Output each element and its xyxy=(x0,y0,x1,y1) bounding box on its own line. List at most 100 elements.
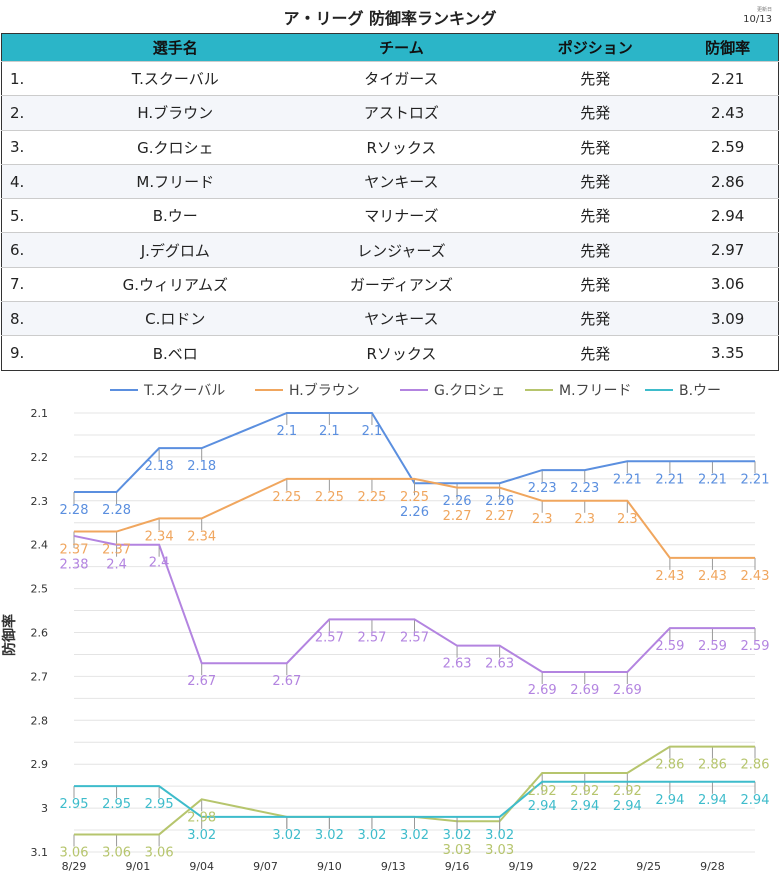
data-label: 2.27 xyxy=(443,509,472,524)
legend-label: T.スクーバル xyxy=(143,383,225,399)
cell-rank: 7. xyxy=(1,266,61,302)
data-label: 2.23 xyxy=(528,481,557,496)
data-label: 2.1 xyxy=(319,424,340,439)
cell-era: 2.21 xyxy=(677,60,779,96)
table-row: 7. G.ウィリアムズ ガーディアンズ 先発 3.06 xyxy=(1,266,779,302)
data-label: 3.02 xyxy=(272,828,301,843)
cell-player: C.ロドン xyxy=(61,301,290,336)
data-label: 2.26 xyxy=(400,505,429,520)
data-label: 2.1 xyxy=(276,424,297,439)
x-tick-label: 9/10 xyxy=(317,860,342,873)
ranking-table: 選手名 チーム ポジション 防御率 1. T.スクーバル タイガース 先発 2.21 2.… xyxy=(1,33,779,371)
x-tick-label: 9/28 xyxy=(700,860,725,873)
legend-label: G.クロシェ xyxy=(434,383,505,399)
data-label: 3.02 xyxy=(400,828,429,843)
legend-label: B.ウー xyxy=(679,383,721,399)
data-label: 3.02 xyxy=(357,828,386,843)
updated-date: 更新日 10/13 xyxy=(743,7,772,25)
header-position: ポジション xyxy=(513,33,678,62)
cell-rank: 4. xyxy=(1,163,61,199)
cell-era: 3.35 xyxy=(677,335,779,371)
cell-player: G.ウィリアムズ xyxy=(61,266,290,302)
header-player: 選手名 xyxy=(61,33,290,62)
data-label: 2.21 xyxy=(741,472,770,487)
y-tick-label: 2.6 xyxy=(31,627,49,640)
x-tick-label: 9/07 xyxy=(253,860,278,873)
data-label: 2.86 xyxy=(655,758,684,773)
y-tick-label: 2.9 xyxy=(31,758,49,771)
data-label: 2.1 xyxy=(362,424,383,439)
y-tick-label: 2.2 xyxy=(31,451,49,464)
data-label: 2.18 xyxy=(187,459,216,474)
x-tick-label: 9/22 xyxy=(572,860,597,873)
y-tick-label: 2.3 xyxy=(31,495,49,508)
data-label: 2.69 xyxy=(613,683,642,698)
cell-position: 先発 xyxy=(513,232,678,268)
data-label: 3.03 xyxy=(485,843,514,858)
data-label: 3.03 xyxy=(443,843,472,858)
x-tick-label: 8/29 xyxy=(62,860,87,873)
y-tick-label: 2.8 xyxy=(31,714,49,727)
data-label: 2.34 xyxy=(145,529,174,544)
cell-rank: 2. xyxy=(1,95,61,131)
y-tick-label: 2.7 xyxy=(31,670,49,683)
cell-player: H.ブラウン xyxy=(61,95,290,131)
cell-player: T.スクーバル xyxy=(61,60,290,96)
data-label: 3.02 xyxy=(443,828,472,843)
data-label: 2.18 xyxy=(145,459,174,474)
data-label: 2.21 xyxy=(655,472,684,487)
table-row: 1. T.スクーバル タイガース 先発 2.21 xyxy=(1,60,779,96)
cell-era: 3.06 xyxy=(677,266,779,302)
cell-player: B.ウー xyxy=(61,198,290,233)
data-label: 2.94 xyxy=(613,799,642,814)
data-label: 2.94 xyxy=(528,799,557,814)
data-label: 2.98 xyxy=(187,810,216,825)
data-label: 2.3 xyxy=(617,512,638,527)
era-line-chart: 2.1 2.2 2.3 2.4 2.5 2.6 2.7 2.8 2.9 3 3.1 8/29 9/01 9… xyxy=(1,382,770,873)
data-label: 2.3 xyxy=(532,512,553,527)
y-tick-label: 3 xyxy=(41,802,48,815)
cell-position: 先発 xyxy=(513,163,678,199)
data-label: 2.86 xyxy=(741,758,770,773)
cell-team: ガーディアンズ xyxy=(289,266,514,302)
table-header: 選手名 チーム ポジション 防御率 xyxy=(1,33,779,62)
series-line xyxy=(74,477,755,559)
data-label: 2.92 xyxy=(613,784,642,799)
cell-team: Rソックス xyxy=(289,129,514,165)
data-label: 2.92 xyxy=(570,784,599,799)
cell-era: 2.43 xyxy=(677,95,779,131)
data-label: 3.06 xyxy=(145,845,174,860)
data-label: 2.25 xyxy=(357,490,386,505)
data-label: 2.21 xyxy=(698,472,727,487)
series-line xyxy=(74,780,755,818)
data-label: 2.59 xyxy=(655,639,684,654)
data-label: 2.28 xyxy=(60,503,89,518)
cell-era: 2.59 xyxy=(677,129,779,165)
cell-team: ヤンキース xyxy=(289,163,514,199)
data-label: 3.02 xyxy=(315,828,344,843)
cell-position: 先発 xyxy=(513,301,678,336)
table-row: 5. B.ウー マリナーズ 先発 2.94 xyxy=(1,198,779,233)
data-label: 2.57 xyxy=(315,630,344,645)
data-label: 2.86 xyxy=(698,758,727,773)
cell-player: M.フリード xyxy=(61,163,290,199)
x-tick-label: 9/13 xyxy=(381,860,406,873)
data-label: 2.57 xyxy=(357,630,386,645)
data-label: 2.43 xyxy=(655,569,684,584)
data-label: 2.27 xyxy=(485,509,514,524)
data-label: 3.06 xyxy=(60,845,89,860)
data-label: 2.25 xyxy=(272,490,301,505)
cell-player: G.クロシェ xyxy=(61,129,290,165)
data-label: 2.57 xyxy=(400,630,429,645)
x-tick-label: 9/19 xyxy=(509,860,534,873)
cell-team: ヤンキース xyxy=(289,301,514,336)
data-label: 3.02 xyxy=(485,828,514,843)
data-label: 2.59 xyxy=(698,639,727,654)
data-label: 2.92 xyxy=(528,784,557,799)
data-label: 2.94 xyxy=(698,793,727,808)
data-label: 2.59 xyxy=(741,639,770,654)
x-tick-label: 9/25 xyxy=(636,860,661,873)
data-label: 2.28 xyxy=(102,503,131,518)
data-label: 2.67 xyxy=(187,674,216,689)
y-axis-label: 防御率 xyxy=(1,614,18,656)
